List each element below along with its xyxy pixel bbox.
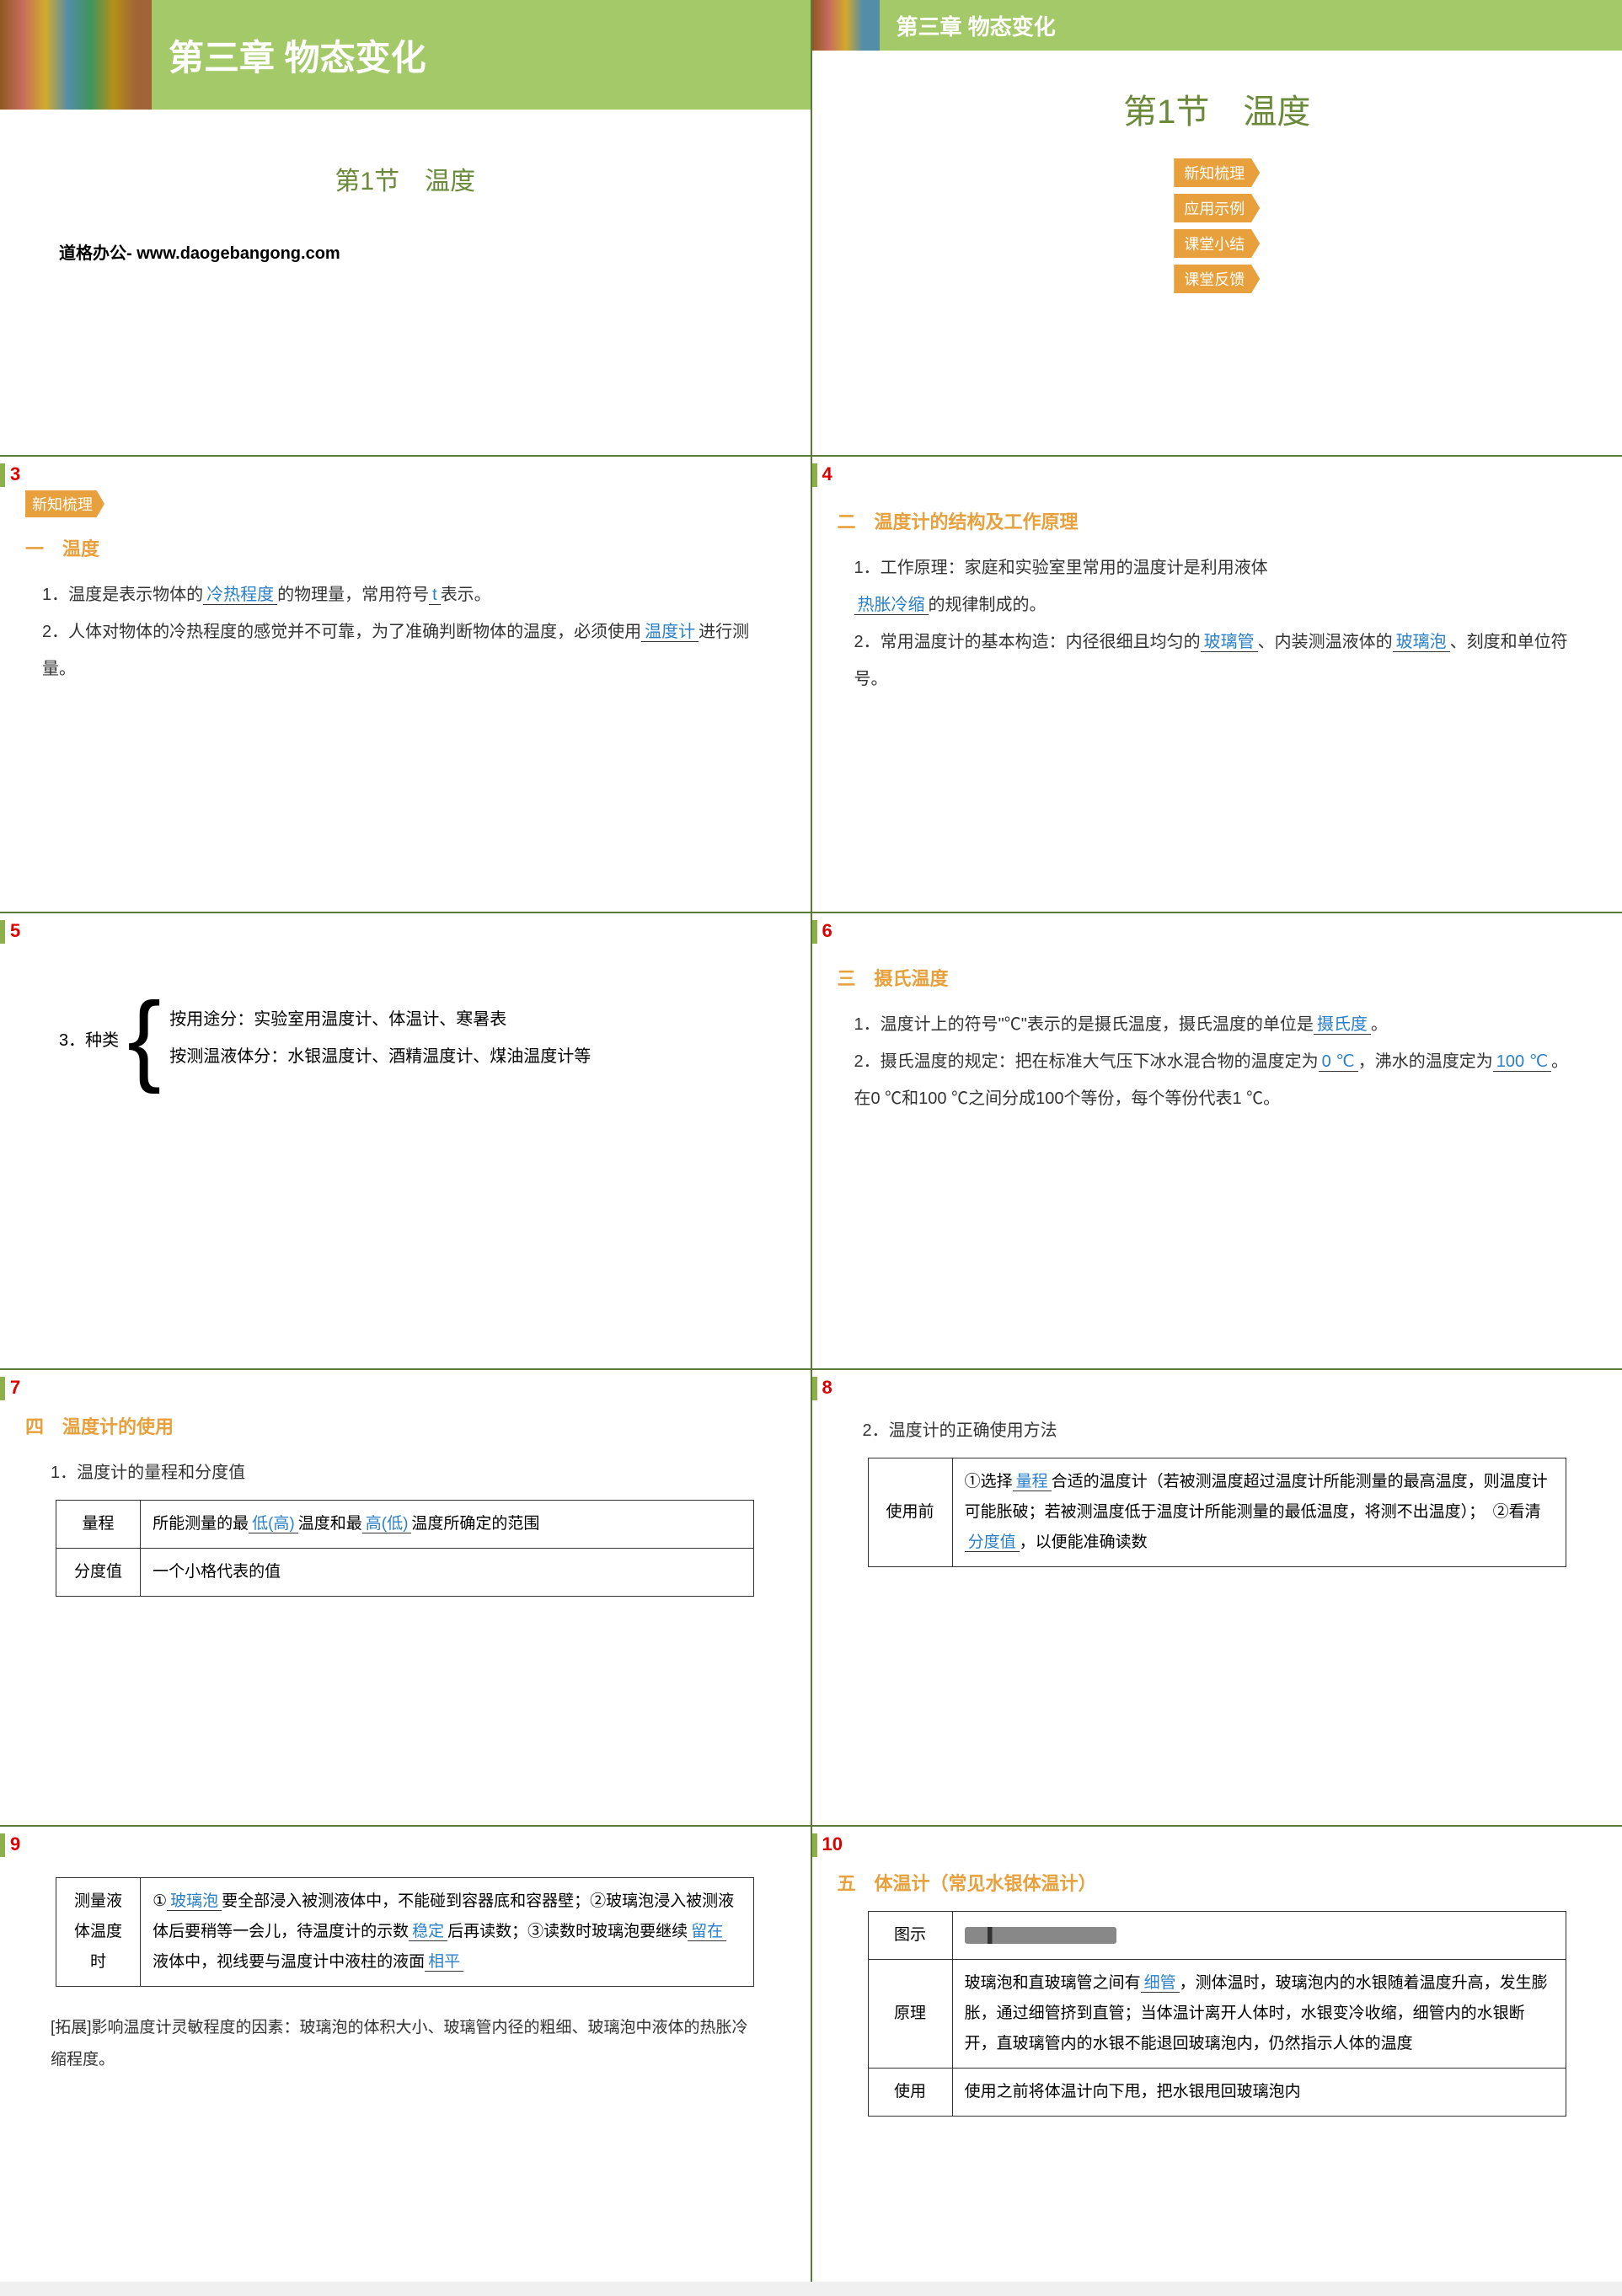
section-heading: 五 体温计（常见水银体温计） bbox=[838, 1869, 1598, 1896]
accent-bar bbox=[0, 1377, 5, 1400]
content-text: 1．工作原理：家庭和实验室里常用的温度计是利用液体热胀冷缩的规律制成的。 2．常… bbox=[838, 549, 1598, 698]
books-decoration bbox=[0, 0, 152, 110]
fill-blank: 玻璃管 bbox=[1201, 633, 1258, 652]
slide-10: 10 五 体温计（常见水银体温计） 图示 原理 玻璃泡和直玻璃管之间有细管，测体… bbox=[812, 1827, 1622, 2282]
page-number: 3 bbox=[10, 463, 20, 485]
fill-blank: 热胀冷缩 bbox=[854, 596, 929, 615]
bracket-icon: { bbox=[127, 998, 161, 1078]
tag-item[interactable]: 课堂反馈 bbox=[1174, 265, 1260, 293]
section-heading: 四 温度计的使用 bbox=[25, 1412, 785, 1439]
accent-bar bbox=[812, 1377, 817, 1400]
page-number: 4 bbox=[822, 463, 832, 485]
table-cell: 原理 bbox=[868, 1960, 952, 2069]
table-cell: 图示 bbox=[868, 1912, 952, 1960]
accent-bar bbox=[812, 463, 817, 487]
page-number: 10 bbox=[822, 1833, 843, 1855]
chapter-title: 第三章 物态变化 bbox=[169, 29, 426, 81]
content-text: 1．温度是表示物体的冷热程度的物理量，常用符号t表示。 2．人体对物体的冷热程度… bbox=[25, 576, 785, 688]
usage-table: 使用前 ①选择量程合适的温度计（若被测温度超过温度计所能测量的最高温度，则温度计… bbox=[868, 1458, 1566, 1567]
page-number: 9 bbox=[10, 1833, 20, 1855]
thermometer-table: 图示 原理 玻璃泡和直玻璃管之间有细管，测体温时，玻璃泡内的水银随着温度升高，发… bbox=[868, 1911, 1566, 2117]
fill-blank: t bbox=[429, 586, 441, 605]
accent-bar bbox=[0, 920, 5, 944]
extension-note: [拓展]影响温度计灵敏程度的因素：玻璃泡的体积大小、玻璃管内径的粗细、玻璃泡中液… bbox=[25, 1995, 785, 2076]
bracket-content: 3．种类 { 按用途分：实验室用温度计、体温计、寒暑表 按测温液体分：水银温度计… bbox=[25, 998, 785, 1078]
slide-9: 9 测量液体温度时 ①玻璃泡要全部浸入被测液体中，不能碰到容器底和容器壁；②玻璃… bbox=[0, 1827, 811, 2282]
page-number: 5 bbox=[10, 920, 20, 942]
section-heading: 二 温度计的结构及工作原理 bbox=[838, 507, 1598, 534]
section-title: 第1节 温度 bbox=[838, 84, 1598, 133]
section-heading: 一 温度 bbox=[25, 534, 785, 561]
accent-bar bbox=[812, 920, 817, 944]
nav-tags: 新知梳理 应用示例 课堂小结 课堂反馈 bbox=[838, 158, 1598, 293]
tag-item[interactable]: 新知梳理 bbox=[1174, 158, 1260, 187]
chapter-title: 第三章 物态变化 bbox=[897, 10, 1056, 41]
page-number: 6 bbox=[822, 920, 832, 942]
slide-3: 3 新知梳理 一 温度 1．温度是表示物体的冷热程度的物理量，常用符号t表示。 … bbox=[0, 457, 811, 912]
section-tag: 新知梳理 bbox=[25, 490, 104, 517]
page-number: 8 bbox=[822, 1377, 832, 1399]
sub-heading: 1．温度计的量程和分度值 bbox=[25, 1454, 785, 1491]
fill-blank: 温度计 bbox=[641, 623, 699, 642]
sub-heading: 2．温度计的正确使用方法 bbox=[838, 1412, 1598, 1449]
table-cell: ①选择量程合适的温度计（若被测温度超过温度计所能测量的最高温度，则温度计可能胀破… bbox=[952, 1458, 1566, 1567]
content-text: 1．温度计上的符号"℃"表示的是摄氏温度，摄氏温度的单位是摄氏度。 2．摄氏温度… bbox=[838, 1006, 1598, 1117]
fill-blank: 摄氏度 bbox=[1314, 1015, 1371, 1035]
measure-table: 测量液体温度时 ①玻璃泡要全部浸入被测液体中，不能碰到容器底和容器壁；②玻璃泡浸… bbox=[56, 1877, 754, 1987]
table-cell: 使用前 bbox=[868, 1458, 952, 1567]
slide1-header: 第三章 物态变化 bbox=[0, 0, 811, 110]
fill-blank: 冷热程度 bbox=[203, 586, 277, 605]
table-cell: 量程 bbox=[56, 1501, 141, 1549]
fill-blank: 玻璃泡 bbox=[1393, 633, 1450, 652]
table-cell: ①玻璃泡要全部浸入被测液体中，不能碰到容器底和容器壁；②玻璃泡浸入被测液体后要稍… bbox=[141, 1878, 754, 1987]
table-cell: 玻璃泡和直玻璃管之间有细管，测体温时，玻璃泡内的水银随着温度升高，发生膨胀，通过… bbox=[952, 1960, 1566, 2069]
website-url: 道格办公- www.daogebangong.com bbox=[59, 239, 785, 264]
table-cell: 一个小格代表的值 bbox=[141, 1549, 754, 1597]
slide-5: 5 3．种类 { 按用途分：实验室用温度计、体温计、寒暑表 按测温液体分：水银温… bbox=[0, 913, 811, 1368]
slide-1: 1 第三章 物态变化 第1节 温度 道格办公- www.daogebangong… bbox=[0, 0, 811, 455]
accent-bar bbox=[812, 1833, 817, 1857]
section-heading: 三 摄氏温度 bbox=[838, 964, 1598, 991]
slide-6: 6 三 摄氏温度 1．温度计上的符号"℃"表示的是摄氏温度，摄氏温度的单位是摄氏… bbox=[812, 913, 1622, 1368]
fill-blank: 0 ℃ bbox=[1319, 1052, 1358, 1072]
tag-item[interactable]: 课堂小结 bbox=[1174, 229, 1260, 258]
table-cell: 分度值 bbox=[56, 1549, 141, 1597]
category-label: 3．种类 bbox=[59, 1026, 119, 1051]
slide-2: 2 第三章 物态变化 第1节 温度 新知梳理 应用示例 课堂小结 课堂反馈 bbox=[812, 0, 1622, 455]
thermometer-icon bbox=[965, 1927, 1116, 1944]
table-cell: 使用 bbox=[868, 2069, 952, 2117]
range-table: 量程 所能测量的最低(高)温度和最高(低)温度所确定的范围 分度值 一个小格代表… bbox=[56, 1500, 754, 1597]
table-cell: 所能测量的最低(高)温度和最高(低)温度所确定的范围 bbox=[141, 1501, 754, 1549]
table-cell: 测量液体温度时 bbox=[56, 1878, 141, 1987]
slide2-header: 第三章 物态变化 bbox=[812, 0, 1622, 51]
tag-item[interactable]: 应用示例 bbox=[1174, 194, 1260, 222]
table-cell bbox=[952, 1912, 1566, 1960]
fill-blank: 100 ℃ bbox=[1493, 1052, 1551, 1072]
accent-bar bbox=[0, 1833, 5, 1857]
books-decoration bbox=[812, 0, 880, 51]
slides-grid: 1 第三章 物态变化 第1节 温度 道格办公- www.daogebangong… bbox=[0, 0, 1622, 2282]
accent-bar bbox=[0, 463, 5, 487]
page-number: 7 bbox=[10, 1377, 20, 1399]
slide-7: 7 四 温度计的使用 1．温度计的量程和分度值 量程 所能测量的最低(高)温度和… bbox=[0, 1370, 811, 1825]
slide-4: 4 二 温度计的结构及工作原理 1．工作原理：家庭和实验室里常用的温度计是利用液… bbox=[812, 457, 1622, 912]
slide-8: 8 2．温度计的正确使用方法 使用前 ①选择量程合适的温度计（若被测温度超过温度… bbox=[812, 1370, 1622, 1825]
table-cell: 使用之前将体温计向下甩，把水银甩回玻璃泡内 bbox=[952, 2069, 1566, 2117]
section-title: 第1节 温度 bbox=[25, 160, 785, 197]
